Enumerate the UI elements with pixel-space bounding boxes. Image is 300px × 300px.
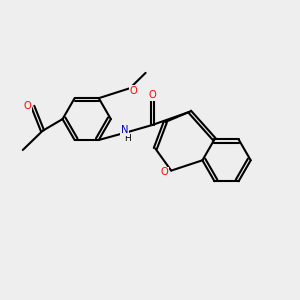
Text: O: O [161,167,169,177]
Text: H: H [124,134,131,143]
Text: N: N [121,125,128,135]
Text: O: O [24,101,32,111]
Text: O: O [129,85,137,95]
Text: O: O [148,90,156,100]
